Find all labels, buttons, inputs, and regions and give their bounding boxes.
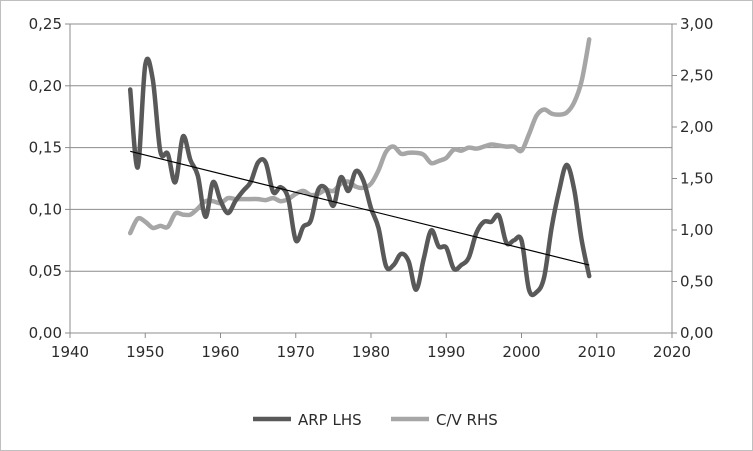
legend-label: ARP LHS [298,411,362,429]
x-tick-label: 1960 [201,343,239,361]
x-tick-label: 1970 [277,343,315,361]
y-right-tick-label: 3,00 [680,15,713,33]
y-right-tick-label: 1,00 [680,221,713,239]
x-axis-ticks: 1940 1950 1960 1970 1980 1990 2000 2010 2020 [51,333,691,361]
x-tick-label: 2020 [653,343,691,361]
series-line-arp-lhs [127,56,592,298]
y-right-tick-label: 2,00 [680,118,713,136]
y-left-tick-label: 0,05 [29,262,62,280]
x-tick-label: 1980 [352,343,390,361]
left-axis-ticks: 0,00 0,05 0,10 0,15 0,20 0,25 [29,15,70,342]
y-left-tick-label: 0,25 [29,15,62,33]
y-left-tick-label: 0,10 [29,200,62,218]
series-line-c-v-rhs [127,37,592,236]
series-lines [127,37,592,298]
x-tick-label: 2000 [502,343,540,361]
y-right-tick-label: 0,00 [680,324,713,342]
right-axis-ticks: 0,00 0,50 1,00 1,50 2,00 2,50 3,00 [672,15,713,342]
x-tick-label: 2010 [578,343,616,361]
y-right-tick-label: 1,50 [680,170,713,188]
legend: ARP LHS C/V RHS [253,411,498,429]
legend-label: C/V RHS [436,411,498,429]
y-right-tick-label: 2,50 [680,67,713,85]
x-tick-label: 1950 [126,343,164,361]
gridlines [70,23,672,272]
x-tick-label: 1940 [51,343,89,361]
y-right-tick-label: 0,50 [680,273,713,291]
x-tick-label: 1990 [427,343,465,361]
y-left-tick-label: 0,15 [29,139,62,157]
y-left-tick-label: 0,20 [29,77,62,95]
y-left-tick-label: 0,00 [29,324,62,342]
trendline [130,150,590,266]
